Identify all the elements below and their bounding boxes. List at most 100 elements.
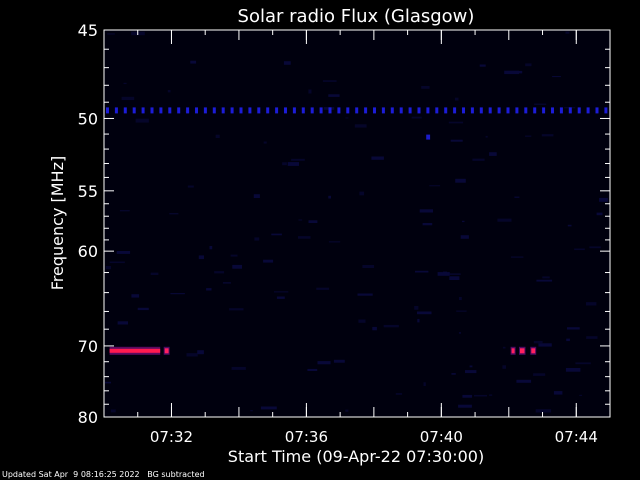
- noise-patch: [322, 80, 337, 82]
- noise-patch: [117, 321, 128, 325]
- band-dot-49mhz: [381, 107, 385, 114]
- noise-patch: [586, 302, 597, 306]
- noise-patch: [448, 121, 464, 124]
- noise-patch: [253, 194, 260, 198]
- plot-area: [104, 30, 610, 417]
- noise-patch: [263, 141, 267, 144]
- band-dot-49mhz: [551, 107, 554, 114]
- noise-patch: [565, 368, 581, 372]
- band-dot-49mhz: [275, 107, 279, 114]
- noise-patch: [534, 103, 547, 105]
- noise-patch: [260, 406, 277, 410]
- band-dot-49mhz: [150, 107, 154, 114]
- noise-patch: [423, 382, 426, 386]
- band-dot-49mhz: [239, 107, 243, 114]
- noise-patch: [538, 343, 552, 347]
- bg-subtracted-note: BG subtracted: [147, 470, 205, 479]
- band-dot-49mhz: [497, 107, 501, 114]
- noise-patch: [345, 409, 349, 412]
- y-tick-label: 45: [78, 21, 98, 40]
- x-axis-ticks: 07:32 07:36 07:40 07:44: [103, 30, 611, 446]
- band-dot-49mhz: [435, 107, 439, 114]
- noise-patch: [150, 272, 159, 275]
- noise-patch: [565, 31, 570, 34]
- x-tick-label: 07:36: [285, 428, 328, 446]
- band-dot-49mhz: [506, 107, 510, 114]
- noise-patch: [328, 241, 341, 243]
- background-noise: [105, 31, 608, 413]
- noise-patch: [566, 338, 570, 342]
- noise-patch: [298, 219, 303, 221]
- noise-patch: [525, 63, 532, 67]
- noise-patch: [525, 135, 532, 137]
- noise-patch: [274, 291, 289, 293]
- band-dot-49mhz: [346, 107, 350, 114]
- noise-patch: [105, 381, 111, 384]
- band-dot-49mhz: [159, 107, 163, 114]
- x-tick-label: 07:40: [420, 428, 463, 446]
- noise-patch: [371, 156, 384, 160]
- noise-patch: [197, 350, 204, 355]
- band-dot-49mhz: [568, 107, 572, 114]
- band-dot-49mhz: [212, 107, 216, 114]
- noise-patch: [110, 409, 116, 413]
- noise-patch: [422, 223, 433, 226]
- noise-patch: [575, 362, 591, 365]
- noise-patch: [455, 178, 466, 183]
- y-axis-label: Frequency [MHz]: [48, 156, 67, 290]
- noise-patch: [589, 246, 601, 249]
- noise-patch: [599, 197, 608, 202]
- noise-patch: [119, 210, 130, 212]
- noise-patch: [276, 296, 285, 299]
- band-dot-49mhz: [488, 107, 492, 114]
- band-dot-49mhz: [248, 107, 252, 114]
- noise-patch: [383, 324, 399, 328]
- noise-patch: [472, 158, 485, 161]
- noise-patch: [485, 135, 488, 138]
- band-dot-49mhz: [453, 107, 457, 114]
- noise-patch: [169, 213, 179, 215]
- noise-patch: [415, 270, 429, 273]
- noise-patch: [502, 346, 506, 349]
- band-dot-49mhz: [426, 107, 430, 114]
- band-dot-49mhz: [141, 107, 145, 114]
- noise-patch: [105, 266, 111, 270]
- band-dot-49mhz: [203, 107, 207, 114]
- emission-features: [106, 107, 608, 355]
- noise-patch: [209, 246, 213, 250]
- noise-patch: [354, 124, 367, 128]
- noise-patch: [596, 212, 603, 216]
- band-dot-49mhz: [319, 107, 323, 114]
- noise-patch: [123, 82, 127, 85]
- band-dot-49mhz: [257, 107, 261, 114]
- band-dot-49mhz: [186, 107, 190, 114]
- noise-patch: [536, 279, 553, 282]
- noise-patch: [345, 117, 349, 119]
- plot-frame: [103, 29, 611, 418]
- band-dot-49mhz: [577, 107, 581, 114]
- band-dot-49mhz: [408, 107, 412, 114]
- band-dot-49mhz: [444, 107, 448, 114]
- noise-patch: [206, 288, 212, 291]
- band-dot-49mhz: [230, 107, 234, 114]
- x-axis-label: Start Time (09-Apr-22 07:30:00): [228, 447, 484, 466]
- y-tick-label: 60: [78, 242, 98, 261]
- noise-patch: [414, 306, 419, 310]
- y-tick-label: 80: [78, 408, 98, 427]
- y-tick-label: 50: [78, 110, 98, 129]
- noise-patch: [574, 248, 585, 251]
- noise-patch: [462, 220, 465, 223]
- noise-patch: [232, 264, 242, 269]
- band-dot-49mhz: [177, 107, 181, 114]
- noise-patch: [317, 361, 331, 365]
- noise-patch: [417, 318, 420, 323]
- noise-patch: [552, 76, 561, 78]
- noise-patch: [459, 297, 462, 301]
- noise-patch: [263, 259, 274, 263]
- noise-patch: [109, 261, 125, 264]
- noise-patch: [359, 191, 365, 196]
- noise-patch: [507, 70, 523, 74]
- band-dot-49mhz: [604, 107, 608, 114]
- noise-patch: [358, 319, 366, 323]
- band-dot-49mhz: [595, 107, 599, 114]
